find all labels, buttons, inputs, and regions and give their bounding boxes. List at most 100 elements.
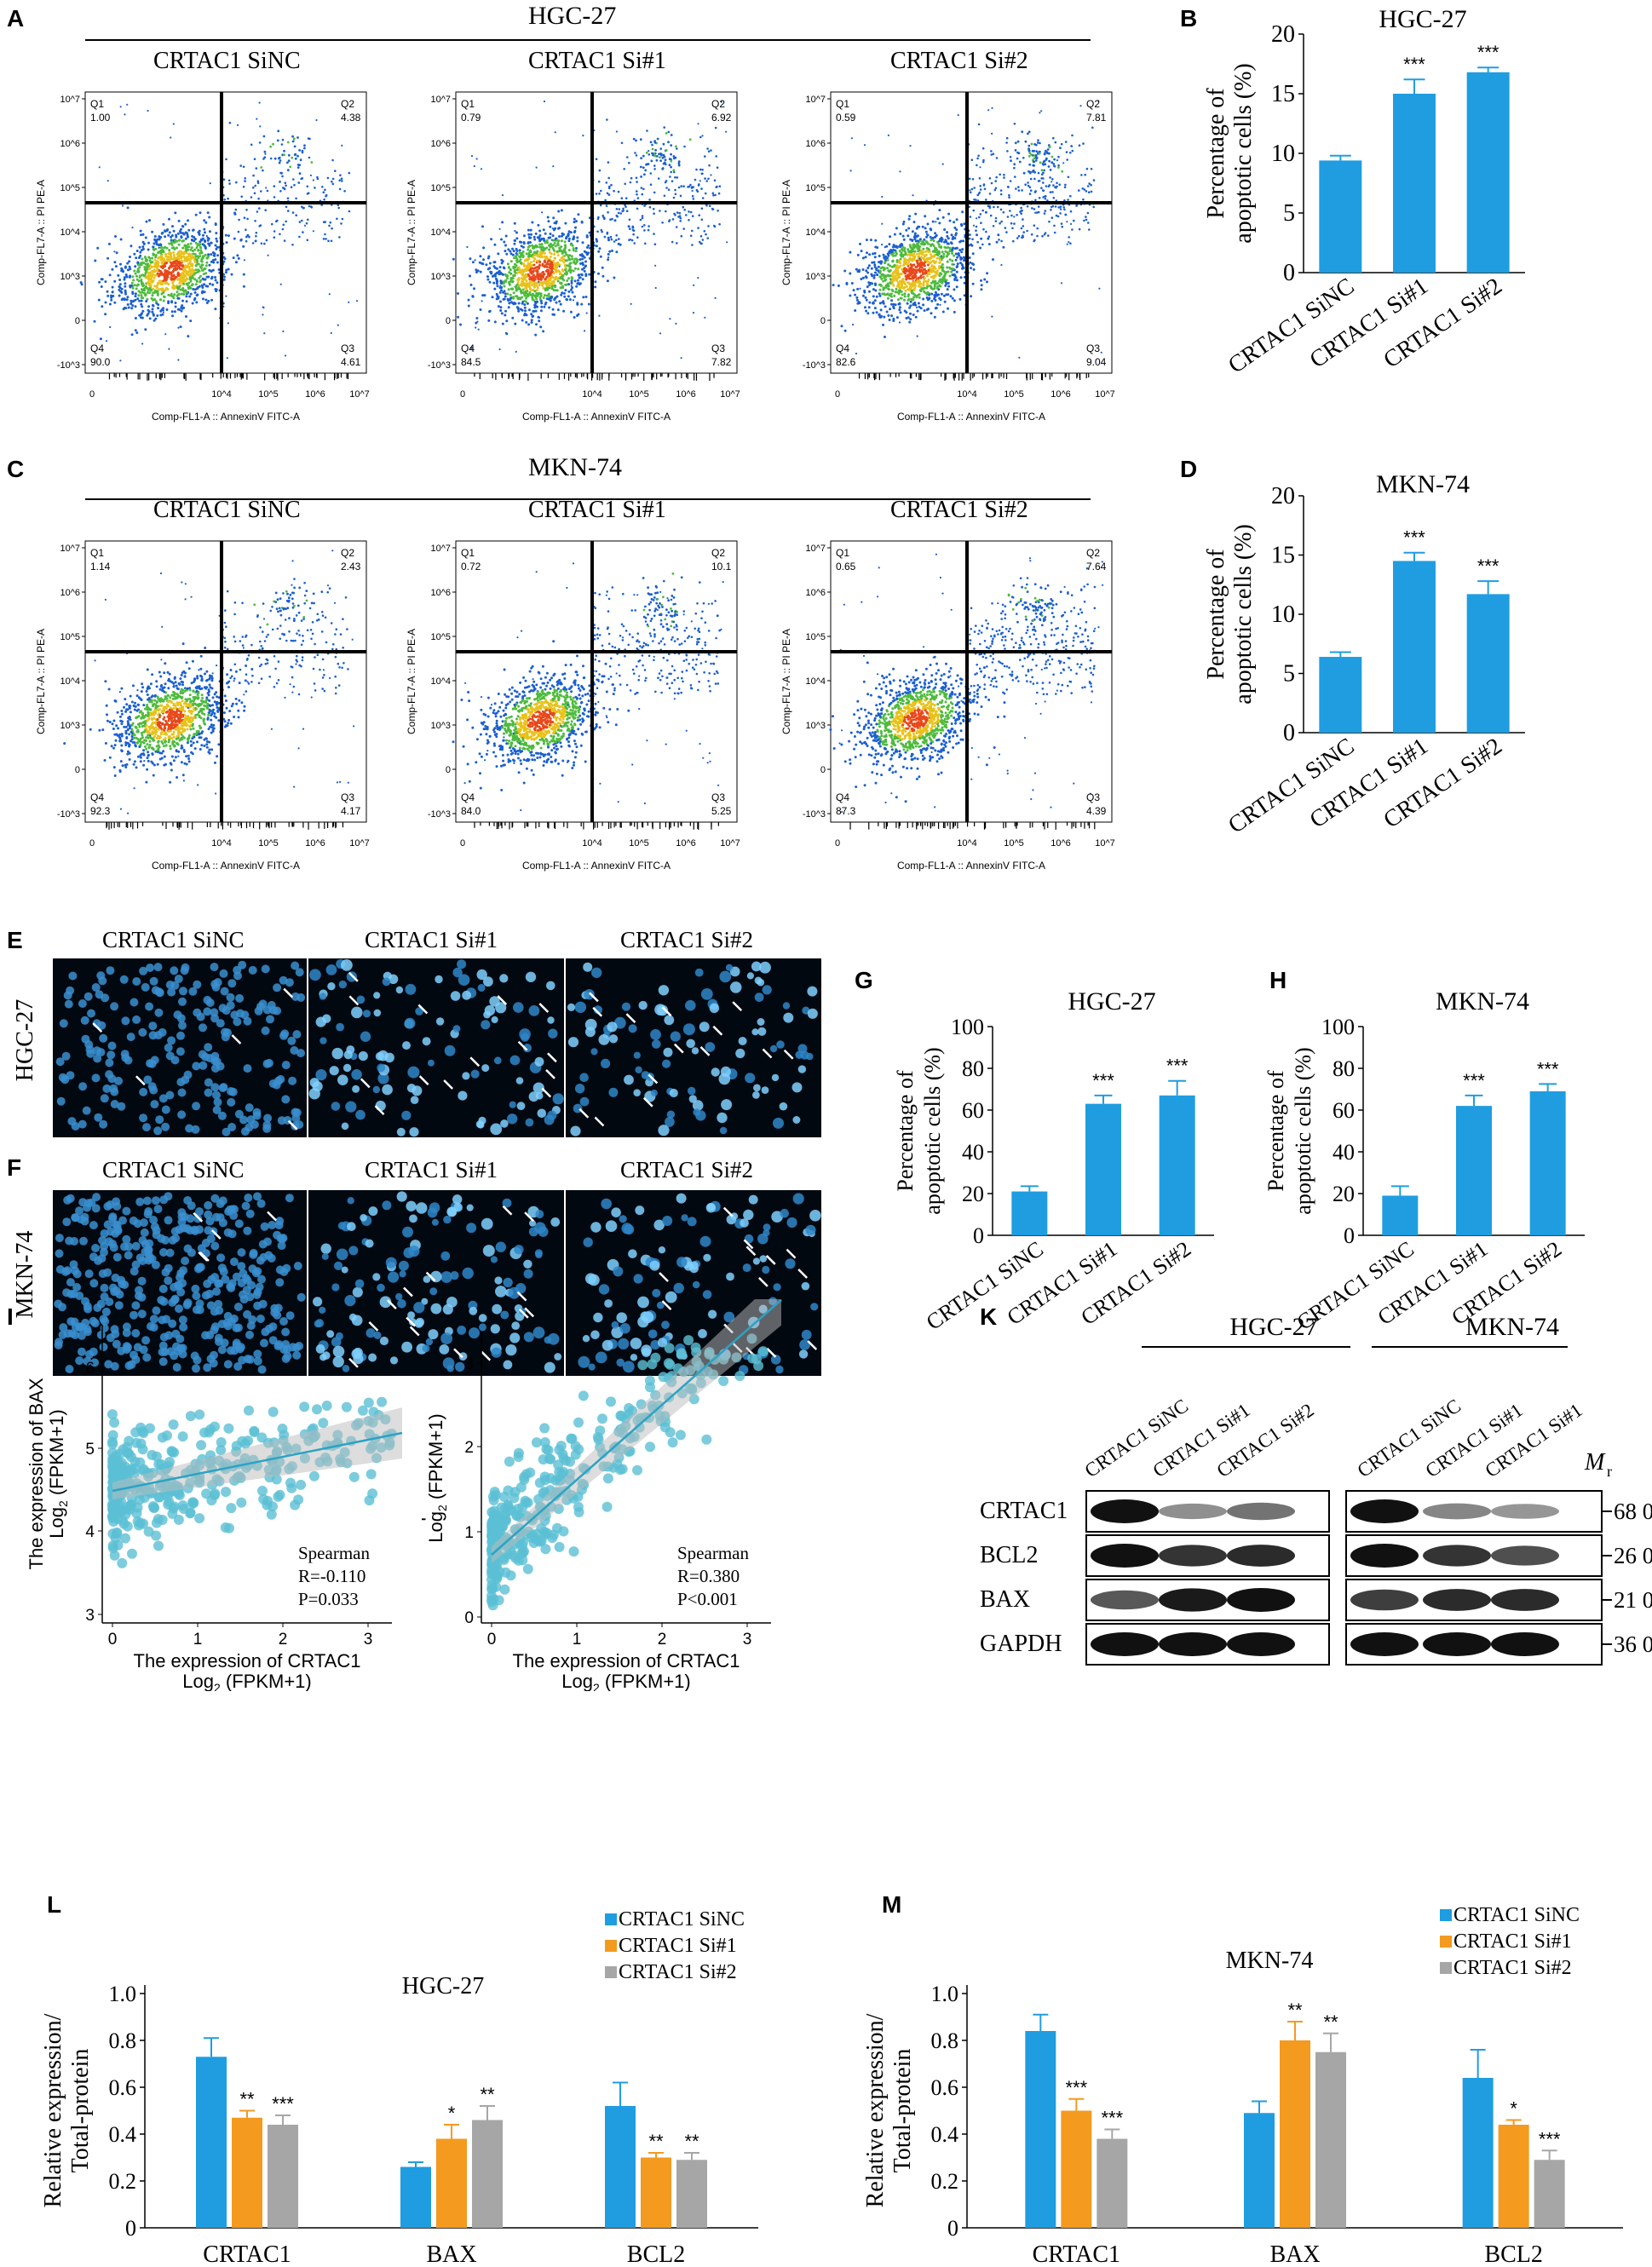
flow-dot: [207, 299, 210, 302]
flow-dot: [476, 320, 479, 323]
flow-dot: [550, 245, 553, 248]
flow-dot: [500, 286, 504, 289]
flow-dot: [228, 121, 232, 124]
quadrant-value: 7.82: [711, 356, 732, 368]
flow-dot: [201, 243, 204, 246]
flow-dot: [1042, 171, 1045, 175]
flow-dot: [664, 181, 667, 184]
flow-dot: [341, 217, 344, 221]
flow-dot: [189, 279, 193, 283]
flow-dot: [598, 247, 602, 250]
flow-dot: [550, 295, 553, 298]
flow-dot: [506, 262, 509, 266]
flow-dot: [1034, 199, 1037, 202]
flow-dot: [641, 225, 644, 228]
flow-dot: [692, 198, 695, 200]
flow-dot: [130, 302, 133, 305]
flow-dot: [1017, 186, 1020, 188]
flow-dot: [1061, 225, 1063, 228]
flow-dot: [561, 259, 564, 262]
flow-dot: [1040, 187, 1043, 189]
flow-dot: [573, 221, 576, 224]
flow-dot: [309, 205, 313, 208]
flow-dot: [481, 225, 484, 228]
flow-dot: [224, 233, 227, 237]
flow-dot: [520, 277, 523, 280]
flow-dot: [159, 246, 163, 250]
flow-dot: [573, 229, 577, 233]
flow-dot: [507, 266, 510, 269]
flow-dot: [1032, 169, 1035, 172]
flow-dot: [908, 285, 912, 289]
flow-dot: [184, 245, 187, 248]
flow-dot: [343, 190, 346, 193]
flow-dot: [688, 219, 690, 222]
flow-dot: [184, 231, 187, 234]
flow-dot: [181, 225, 184, 227]
flow-dot: [670, 144, 673, 147]
flow-dot: [535, 269, 538, 273]
flow-dot: [177, 219, 181, 222]
flow-dot: [135, 278, 139, 281]
flow-dot: [902, 220, 906, 223]
flow-dot: [1052, 197, 1056, 199]
flow-dot: [653, 243, 657, 245]
flow-dot: [187, 262, 190, 266]
flow-dot: [653, 212, 655, 215]
flow-dot: [688, 138, 692, 141]
flow-dot: [162, 309, 164, 312]
flow-dot: [1048, 220, 1050, 223]
flow-dot: [961, 210, 964, 214]
flow-dot: [204, 231, 206, 234]
flow-dot: [982, 158, 985, 162]
flow-dot: [597, 216, 600, 219]
flow-dot: [558, 273, 561, 276]
flow-dot: [898, 308, 901, 312]
flow-dot: [184, 222, 187, 226]
flow-dot: [698, 240, 701, 244]
flow-dot: [226, 682, 228, 685]
flow-dot: [1060, 142, 1063, 146]
flow-dot: [946, 260, 949, 263]
flow-dot: [488, 280, 492, 284]
flow-dot: [308, 156, 311, 159]
flow-dot: [610, 183, 613, 187]
flow-dot: [147, 109, 149, 112]
flow-dot: [859, 287, 861, 290]
flow-dot: [895, 271, 899, 274]
flow-y-tick: -10^3: [803, 360, 826, 371]
flow-dot: [868, 290, 871, 293]
flow-dot: [194, 268, 198, 272]
flow-dot: [104, 313, 107, 316]
flow-dot: [201, 290, 204, 293]
plot-border: [84, 91, 367, 374]
flow-dot: [885, 245, 889, 248]
flow-dot: [579, 262, 582, 265]
flow-dot: [639, 165, 642, 169]
flow-dot: [868, 301, 872, 304]
flow-dot: [878, 275, 882, 279]
flow-dot: [705, 204, 708, 207]
flow-dot: [499, 300, 502, 303]
flow-dot: [953, 263, 955, 266]
flow-dot: [164, 333, 167, 336]
flow-dot: [1069, 152, 1072, 154]
flow-dot: [145, 300, 148, 303]
flow-dot: [902, 238, 906, 241]
flow-dot: [551, 313, 555, 316]
flow-dot: [527, 255, 530, 258]
flow-dot: [196, 271, 199, 273]
flow-dot: [994, 216, 998, 220]
flow-dot: [850, 137, 853, 140]
flow-dot: [527, 228, 530, 232]
flow-dot: [708, 204, 711, 207]
flow-dot: [163, 257, 165, 261]
flow-dot: [481, 262, 483, 265]
flow-dot: [1090, 183, 1092, 187]
flow-dot: [527, 248, 530, 251]
flow-dot: [917, 285, 920, 288]
flow-dot: [187, 285, 190, 289]
flow-dot: [227, 234, 230, 238]
flow-dot: [919, 285, 923, 289]
flow-dot: [969, 261, 972, 264]
